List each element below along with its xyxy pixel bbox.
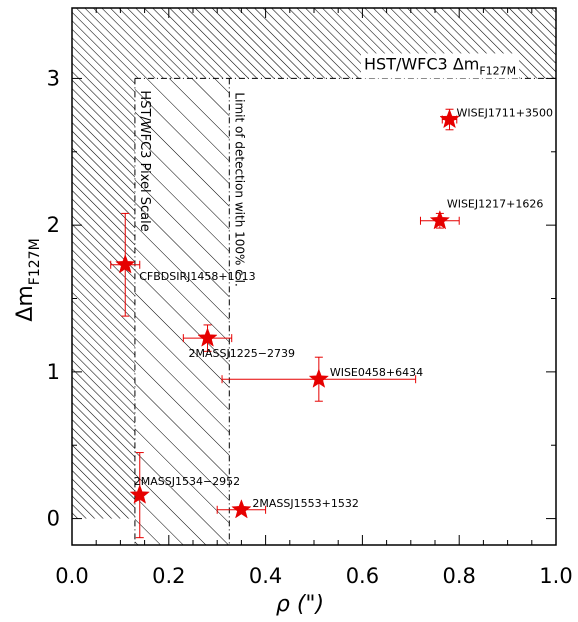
point-label: WISEJ1217+1626 [447,198,544,211]
x-axis-title: ρ (") [276,592,324,617]
detection-limit-region [134,78,230,545]
y-axis-title: ΔmF127M [13,238,43,321]
star-marker [115,254,136,274]
point-label: WISEJ1711+3500 [457,107,554,120]
y-axis-title-main: Δm [13,285,38,321]
x-tick-label: 0.2 [152,564,185,588]
point-label: 2MASSJ1553+1532 [252,497,358,510]
x-tick-labels: 0.0 0.2 0.4 0.6 0.8 1.0 [55,564,572,588]
x-tick-label: 0.6 [346,564,379,588]
y-tick-label: 3 [47,66,60,90]
hst-limit-label-main: HST/WFC3 Δm [364,54,479,73]
data-point: WISEJ1217+1626 [419,198,544,230]
x-tick-label: 1.0 [539,564,572,588]
x-tick-label: 0.8 [442,564,475,588]
point-label: WISE0458+6434 [330,366,423,379]
detection-limit-label: Limit of detection with 100% c.l. [232,92,246,286]
data-point: WISE0458+6434 [221,356,423,402]
star-marker [429,210,451,230]
data-point: CFBDSIRJ1458+1013 [110,212,256,317]
y-tick-label: 1 [47,360,60,384]
star-marker [231,499,252,519]
x-tick-label: 0.4 [249,564,282,588]
star-marker [129,484,150,504]
axis-ticks [71,8,557,545]
y-tick-labels: 0 1 2 3 [47,66,60,530]
hst-limit-label: HST/WFC3 ΔmF127M [364,54,516,77]
star-marker [439,108,460,129]
star-marker [197,327,218,347]
data-points: CFBDSIRJ1458+1013 2MASSJ1225−2739 WISE0458… [110,107,554,539]
data-point: 2MASSJ1553+1532 [216,497,359,519]
hst-limit-label-background [361,53,520,79]
data-point: 2MASSJ1534−2952 [129,452,240,539]
hst-limit-label-sub: F127M [479,64,516,77]
y-tick-label: 0 [47,507,60,531]
x-tick-label: 0.0 [55,564,88,588]
point-label: 2MASSJ1225−2739 [189,347,295,360]
point-label: CFBDSIRJ1458+1013 [139,270,255,283]
data-point: WISEJ1711+3500 [439,107,554,131]
point-label: 2MASSJ1534−2952 [134,475,240,488]
pixel-scale-region [72,78,135,519]
data-point: 2MASSJ1225−2739 [182,324,295,360]
pixel-scale-label: HST/WFC3 Pixel Scale [137,90,152,231]
y-tick-label: 2 [47,213,60,237]
y-axis-title-sub: F127M [27,238,43,285]
star-marker [308,368,330,388]
